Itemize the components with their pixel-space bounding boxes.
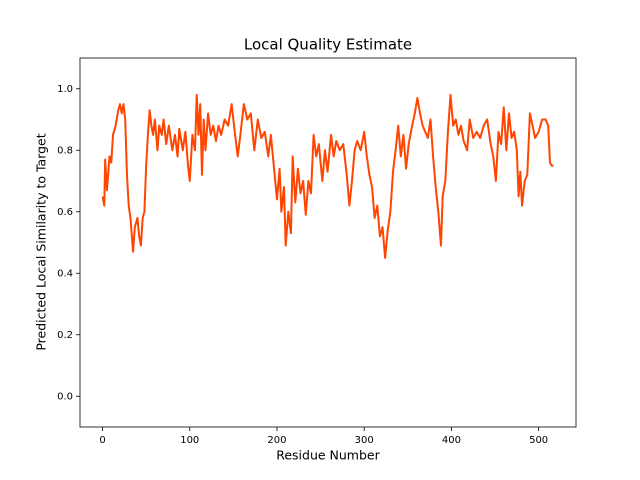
chart-title: Local Quality Estimate bbox=[244, 36, 412, 54]
x-tick-label: 100 bbox=[180, 435, 199, 446]
y-tick-label: 0.0 bbox=[57, 391, 73, 402]
plot-frame bbox=[79, 57, 577, 428]
y-tick-label: 0.2 bbox=[57, 330, 73, 341]
x-tick-label: 0 bbox=[99, 435, 105, 446]
y-tick-label: 0.4 bbox=[57, 268, 73, 279]
x-axis-label: Residue Number bbox=[276, 448, 380, 463]
x-tick-label: 200 bbox=[267, 435, 286, 446]
line-series bbox=[101, 93, 554, 259]
y-axis-label: Predicted Local Similarity to Target bbox=[34, 133, 49, 350]
x-tick-label: 300 bbox=[355, 435, 374, 446]
y-tick-label: 1.0 bbox=[57, 84, 73, 95]
y-tick-label: 0.6 bbox=[57, 207, 73, 218]
x-tick-label: 400 bbox=[442, 435, 461, 446]
x-tick-label: 500 bbox=[529, 435, 548, 446]
y-tick-label: 0.8 bbox=[57, 145, 73, 156]
